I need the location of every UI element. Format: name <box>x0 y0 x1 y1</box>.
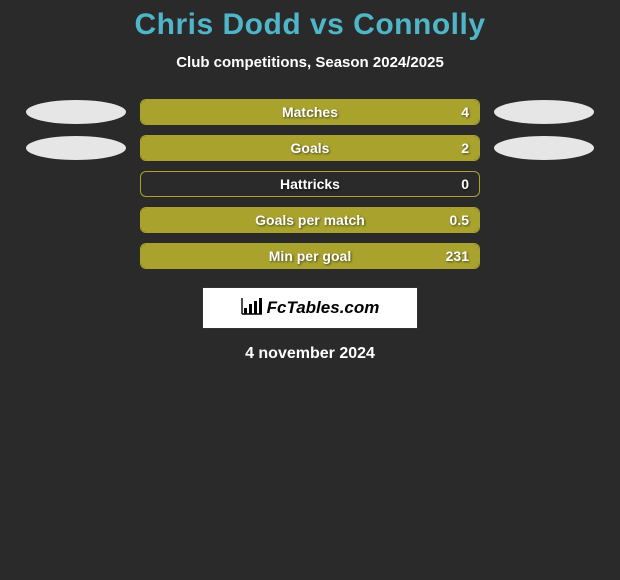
stat-label: Goals per match <box>141 212 479 228</box>
ellipse-spacer <box>26 172 126 196</box>
ellipse-spacer <box>26 244 126 268</box>
stat-label: Goals <box>141 140 479 156</box>
ellipse-spacer <box>26 208 126 232</box>
stat-value: 2 <box>461 140 469 156</box>
stat-label: Min per goal <box>141 248 479 264</box>
stat-value: 231 <box>446 248 469 264</box>
bar-chart-icon <box>241 297 263 320</box>
page-title: Chris Dodd vs Connolly <box>0 8 620 42</box>
logo-text: FcTables.com <box>267 298 380 318</box>
page-subtitle: Club competitions, Season 2024/2025 <box>0 54 620 71</box>
stat-value: 4 <box>461 104 469 120</box>
player-ellipse-right <box>494 100 594 124</box>
stat-label: Matches <box>141 104 479 120</box>
ellipse-spacer <box>494 208 594 232</box>
player-ellipse-right <box>494 136 594 160</box>
stat-value: 0.5 <box>450 212 469 228</box>
stat-value: 0 <box>461 176 469 192</box>
stat-label: Hattricks <box>141 176 479 192</box>
stat-bar: Matches4 <box>140 99 480 125</box>
stat-row: Goals2 <box>0 135 620 161</box>
player-ellipse-left <box>26 136 126 160</box>
stat-bar: Min per goal231 <box>140 243 480 269</box>
ellipse-spacer <box>494 172 594 196</box>
stat-row: Goals per match0.5 <box>0 207 620 233</box>
player-ellipse-left <box>26 100 126 124</box>
date-label: 4 november 2024 <box>0 345 620 363</box>
stat-bar: Goals2 <box>140 135 480 161</box>
stat-row: Hattricks0 <box>0 171 620 197</box>
logo-badge: FcTables.com <box>202 287 418 329</box>
ellipse-spacer <box>494 244 594 268</box>
stat-bar: Goals per match0.5 <box>140 207 480 233</box>
stats-list: Matches4Goals2Hattricks0Goals per match0… <box>0 99 620 269</box>
stat-bar: Hattricks0 <box>140 171 480 197</box>
comparison-infographic: Chris Dodd vs Connolly Club competitions… <box>0 0 620 363</box>
stat-row: Matches4 <box>0 99 620 125</box>
stat-row: Min per goal231 <box>0 243 620 269</box>
